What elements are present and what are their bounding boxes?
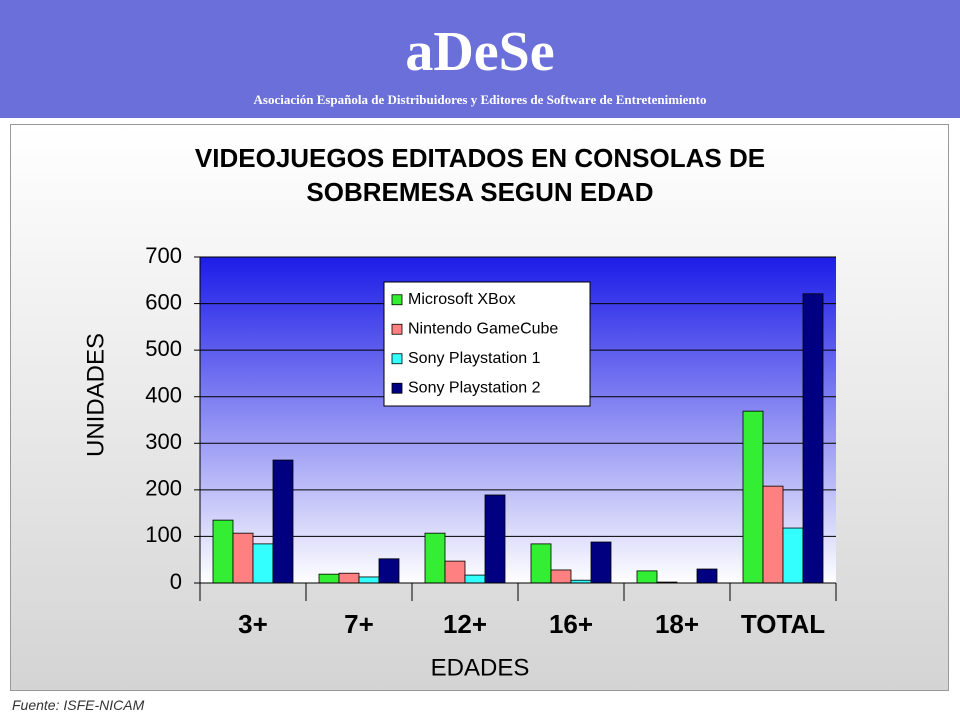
header: aDeSe Asociación Española de Distribuido… <box>0 0 960 118</box>
bar <box>378 558 400 584</box>
y-tick-label: 500 <box>145 336 182 361</box>
legend-label: Microsoft XBox <box>408 291 516 308</box>
legend-swatch <box>391 294 403 306</box>
bar <box>802 293 824 584</box>
bar <box>636 570 658 584</box>
bar <box>530 543 552 584</box>
x-tick-label: 7+ <box>344 609 374 639</box>
bar <box>782 527 804 584</box>
chart-title: VIDEOJUEGOS EDITADOS EN CONSOLAS DE SOBR… <box>194 143 766 207</box>
header-subtitle: Asociación Española de Distribuidores y … <box>253 92 707 107</box>
y-tick-label: 0 <box>170 569 182 594</box>
bar <box>590 541 612 584</box>
legend-label: Sony Playstation 1 <box>408 350 541 367</box>
x-tick-label: 16+ <box>549 609 593 639</box>
legend <box>383 281 591 407</box>
bar <box>318 573 340 584</box>
bar <box>272 459 294 584</box>
y-tick-label: 400 <box>145 383 182 408</box>
bar <box>444 560 466 584</box>
bar <box>212 519 234 584</box>
legend-swatch <box>391 382 403 394</box>
y-tick-label: 100 <box>145 522 182 547</box>
bar <box>232 532 254 584</box>
header-title: aDeSe <box>405 21 555 83</box>
bar <box>550 569 572 584</box>
x-tick-label: TOTAL <box>741 609 825 639</box>
legend-label: Nintendo GameCube <box>408 320 558 337</box>
legend-swatch <box>391 353 403 365</box>
bar <box>338 572 360 584</box>
x-tick-label: 18+ <box>655 609 699 639</box>
x-axis-label: EDADES <box>431 654 530 681</box>
bar <box>696 568 718 584</box>
legend-swatch <box>391 323 403 335</box>
bar <box>484 494 506 584</box>
bar <box>742 410 764 584</box>
y-axis-label: UNIDADES <box>82 333 109 457</box>
x-tick-label: 3+ <box>238 609 268 639</box>
x-tick-label: 12+ <box>443 609 487 639</box>
y-tick-label: 700 <box>145 243 182 268</box>
y-tick-label: 600 <box>145 289 182 314</box>
bar <box>424 532 446 584</box>
bar <box>762 485 784 584</box>
bar <box>252 543 274 584</box>
y-tick-label: 300 <box>145 429 182 454</box>
bar <box>464 574 486 584</box>
source-note: Fuente: ISFE-NICAM <box>12 697 145 713</box>
bar <box>358 576 380 584</box>
y-tick-label: 200 <box>145 476 182 501</box>
legend-label: Sony Playstation 2 <box>408 379 541 396</box>
